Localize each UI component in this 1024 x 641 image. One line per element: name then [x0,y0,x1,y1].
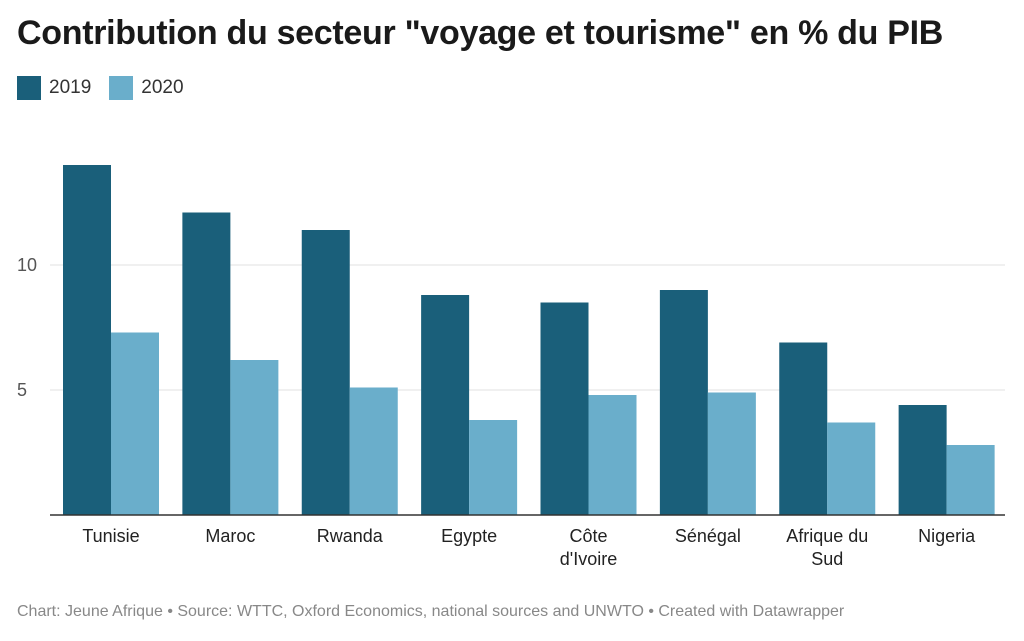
bar-2019-0 [63,165,111,515]
x-tick-label-3: Egypte [441,526,497,546]
legend-label-2019: 2019 [49,77,92,98]
bar-2019-7 [898,405,947,515]
bar-2020-5 [707,392,756,515]
legend-swatch-2019 [17,76,41,100]
x-tick-label-4: Côte d'Ivoire [560,526,617,569]
x-tick-label-7: Nigeria [918,526,976,546]
x-tick-label-6: Afrique du Sud [786,526,868,569]
bar-2020-3 [469,420,518,515]
bar-2019-2 [301,230,350,515]
bar-2019-1 [182,212,231,515]
chart-legend: 2019 2020 [17,76,202,100]
bar-2020-0 [111,332,159,515]
bar-2020-2 [349,387,398,515]
bar-2020-6 [827,422,876,515]
chart-title: Contribution du secteur "voyage et touri… [17,14,944,52]
bar-2020-4 [588,395,637,515]
bar-2019-6 [779,342,828,515]
y-tick-label-10: 10 [17,255,37,275]
bar-2019-3 [421,295,470,515]
chart-footer: Chart: Jeune Afrique • Source: WTTC, Oxf… [17,603,845,620]
x-tick-label-5: Sénégal [675,526,741,546]
y-tick-label-5: 5 [17,380,27,400]
x-tick-label-0: Tunisie [82,526,139,546]
bar-2020-1 [230,360,279,515]
legend-item-2020: 2020 [109,76,184,100]
bar-2019-4 [540,302,589,515]
legend-swatch-2020 [109,76,134,100]
bar-2020-7 [946,445,995,515]
legend-label-2020: 2020 [141,77,184,98]
x-tick-label-2: Rwanda [317,526,384,546]
legend-item-2019: 2019 [17,76,91,100]
bar-2019-5 [659,290,708,515]
x-tick-label-1: Maroc [205,526,255,546]
